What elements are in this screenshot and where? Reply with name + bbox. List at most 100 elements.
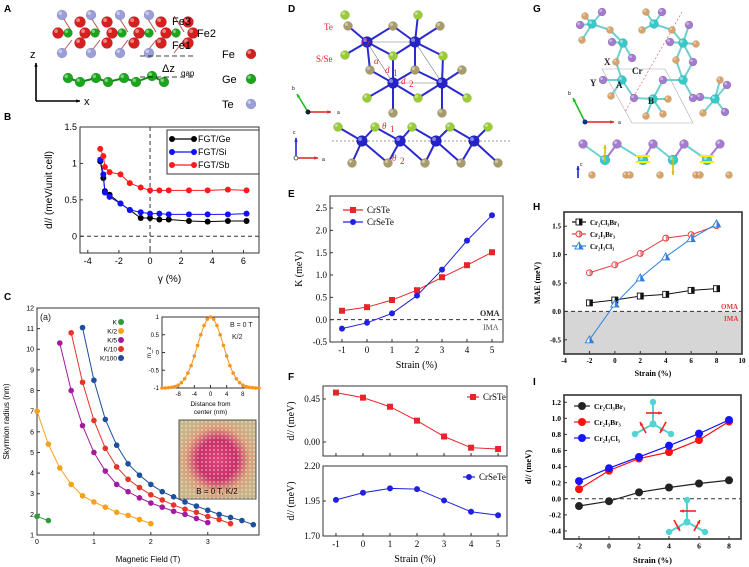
data-point	[227, 514, 234, 521]
data-point	[147, 210, 154, 217]
y-label: Y	[590, 78, 597, 88]
cr-atom	[394, 135, 406, 147]
data-point	[441, 433, 448, 440]
series-0	[160, 315, 261, 390]
y-tick-label: 1.0	[552, 251, 561, 259]
c-axis-arrow-icon	[576, 166, 580, 170]
data-point	[113, 509, 120, 516]
series-2	[97, 145, 250, 194]
panel-i-spin-insets	[631, 398, 709, 536]
atom-highlight	[579, 140, 583, 144]
atom-highlight	[341, 11, 345, 15]
y-tick-label: 1	[72, 159, 77, 169]
data-point	[189, 363, 193, 368]
legend-marker	[169, 136, 175, 142]
data-point	[247, 385, 252, 390]
s-se-atom	[462, 93, 472, 103]
data-point	[339, 325, 345, 332]
data-point	[239, 517, 245, 524]
s-se-atom	[388, 51, 398, 61]
x-atom	[659, 110, 667, 118]
x-atom	[578, 36, 586, 44]
series-0	[575, 476, 733, 511]
x-tick-label: 2	[149, 539, 153, 546]
cr-atom	[356, 135, 368, 147]
annotation: OMA	[721, 303, 738, 311]
series-1	[339, 212, 495, 332]
axis-a-label: a	[322, 157, 325, 163]
cr-atom	[409, 36, 421, 48]
data-point	[495, 512, 502, 519]
atom-highlight	[484, 123, 488, 128]
atom-highlight	[344, 22, 348, 26]
data-point-fill	[665, 252, 670, 260]
y-tick-label: 0.00	[304, 437, 320, 447]
data-point	[665, 448, 673, 457]
x-atom	[588, 171, 596, 179]
axis-a-label: a	[618, 120, 621, 126]
bond	[173, 15, 185, 33]
x-tick-label: 1	[388, 539, 393, 549]
atom-highlight	[639, 27, 643, 30]
panel-label-f: F	[288, 372, 294, 383]
ge-atom	[102, 76, 114, 88]
y-axis-label: d// (meV)	[286, 481, 297, 520]
atom-highlight	[157, 39, 161, 43]
axis-c-label: c	[293, 130, 296, 136]
y-tick-label: 5	[30, 450, 34, 457]
data-point-fill	[691, 287, 695, 294]
data-point	[156, 216, 163, 223]
fe2-label: Fe2	[197, 28, 216, 40]
ge-atom	[146, 70, 158, 82]
legend-label: Cr₂Cl₃Br₃	[594, 402, 626, 411]
data-point	[106, 169, 113, 176]
series-4	[79, 324, 257, 528]
atom-highlight	[577, 22, 580, 25]
atom-highlight	[421, 159, 425, 163]
data-point	[68, 387, 74, 394]
data-point	[387, 485, 394, 492]
fe2-atom	[133, 27, 145, 39]
data-point	[468, 508, 475, 515]
y-atom	[629, 93, 639, 103]
x-tick-label: -4	[561, 357, 567, 365]
data-point	[725, 476, 733, 485]
series-0	[332, 485, 502, 519]
data-point	[725, 415, 733, 424]
legend-label: CrSeTe	[367, 217, 394, 227]
atom-icon	[649, 398, 657, 406]
x-atom	[696, 171, 704, 179]
atom-highlight	[700, 110, 704, 113]
data-point	[125, 461, 131, 467]
x-tick-label: 0	[365, 345, 370, 355]
chart-e: -1 0 1 2 3 4 5 -0.5 0.0 0.5 1.0 1.5 2.0 2.5 Strain (%)…	[294, 195, 504, 371]
legend-label: K	[113, 320, 118, 327]
legend-marker	[350, 219, 356, 225]
cr-atom	[678, 75, 688, 85]
legend-label: Cr₂I₃Cl₃	[594, 434, 621, 443]
data-point	[204, 187, 211, 194]
atom-highlight	[639, 156, 643, 160]
y-tick-label: 1	[156, 315, 160, 321]
x-tick-label: 2	[179, 256, 184, 266]
legend-marker-fill	[579, 231, 582, 237]
te-atom	[493, 158, 503, 168]
te-atom	[143, 47, 155, 59]
data-point	[68, 481, 74, 488]
atom-highlight	[389, 52, 393, 56]
data-point	[228, 363, 232, 368]
x-tick-label: 1	[92, 539, 96, 546]
x-tick-label: 4	[465, 345, 470, 355]
y-tick-label: 1.2	[552, 398, 562, 407]
legend-marker	[191, 149, 197, 155]
y-tick-label: -0.5	[550, 336, 562, 344]
x-tick-label: 6	[689, 357, 693, 365]
atom-highlight	[697, 172, 701, 175]
d2-label: d	[401, 76, 406, 86]
x-axis-label: x	[84, 96, 90, 108]
series-0	[585, 285, 721, 307]
atom-highlight	[366, 66, 370, 71]
legend-label: Cr₂I₃Br₃	[594, 418, 621, 427]
lattice-dots	[179, 420, 256, 499]
atom-highlight	[717, 77, 721, 80]
